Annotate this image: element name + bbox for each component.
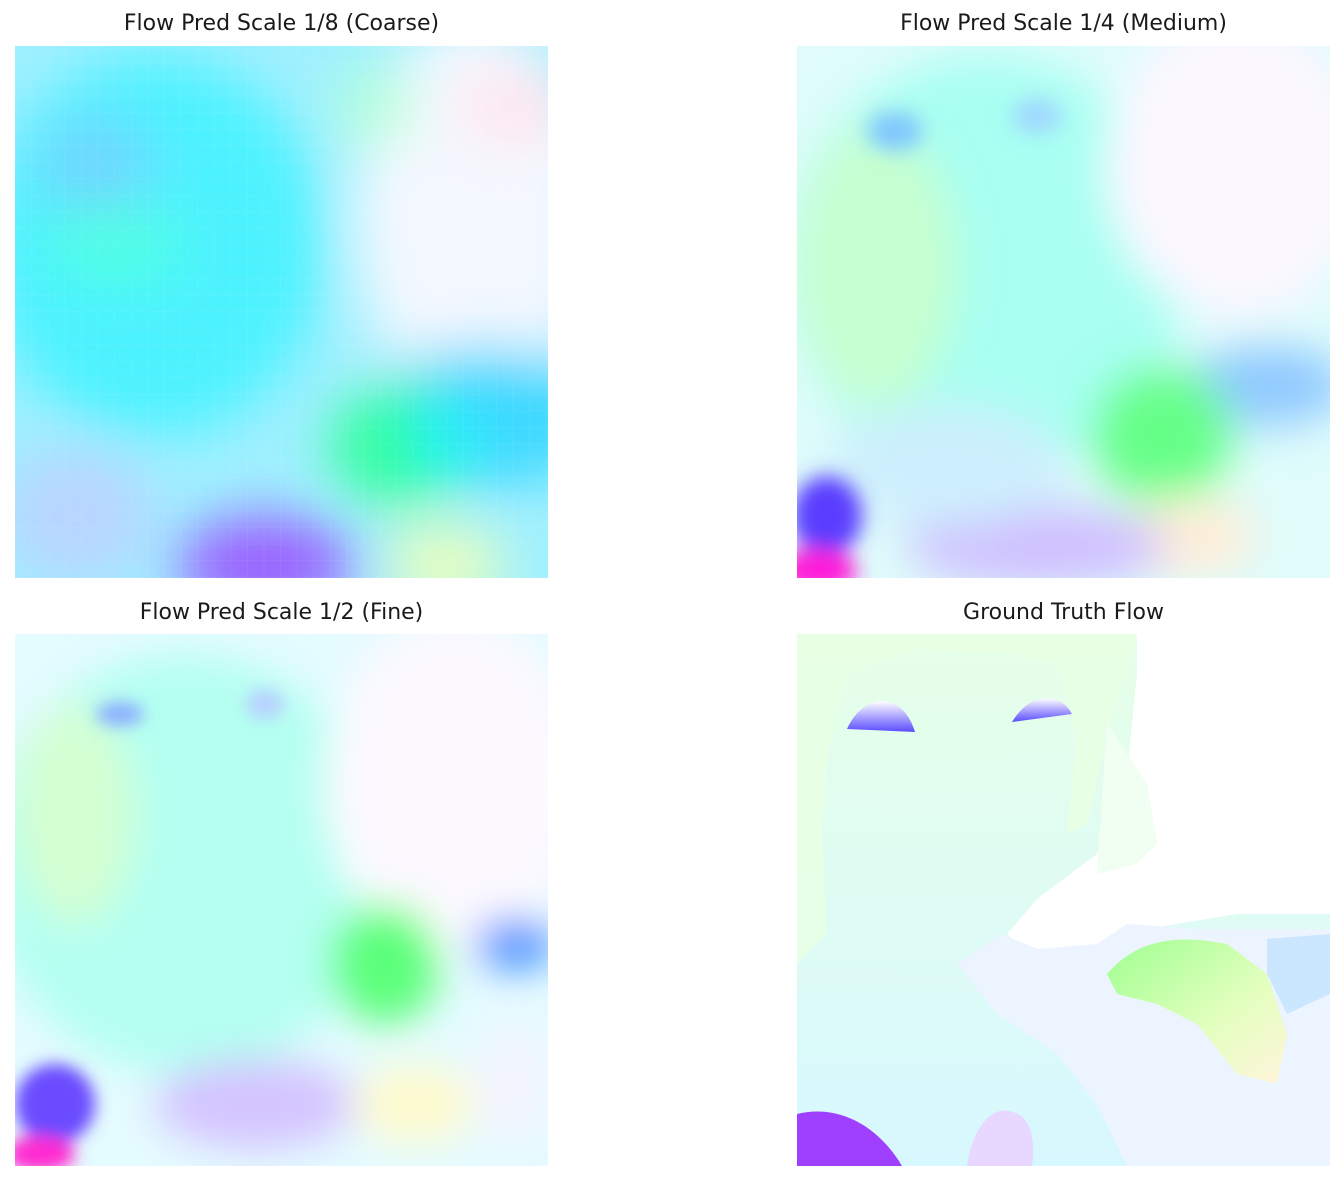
flow-image-medium: [797, 46, 1330, 578]
flow-image-ground-truth: [797, 634, 1330, 1166]
flow-image-fine: [15, 634, 548, 1166]
panel-title-fine: Flow Pred Scale 1/2 (Fine): [139, 600, 424, 625]
panel-title-medium: Flow Pred Scale 1/4 (Medium): [900, 11, 1227, 36]
panel-title-gt: Ground Truth Flow: [963, 600, 1164, 625]
panel-title-coarse: Flow Pred Scale 1/8 (Coarse): [123, 11, 440, 36]
flow-image-coarse: [15, 46, 548, 578]
